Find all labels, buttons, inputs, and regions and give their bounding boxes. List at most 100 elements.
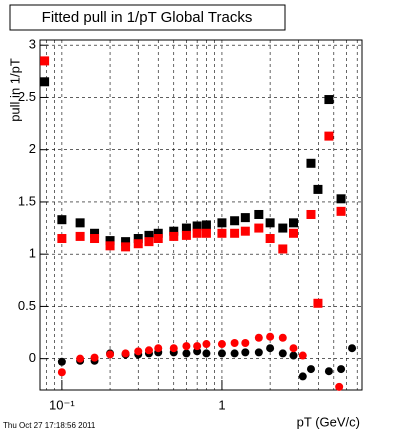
marker (230, 349, 239, 358)
marker (193, 342, 202, 351)
marker (217, 340, 226, 349)
marker (298, 372, 307, 381)
plot-frame (39, 39, 363, 391)
marker (254, 223, 264, 233)
marker (133, 234, 143, 244)
marker (201, 220, 211, 230)
marker (241, 338, 250, 347)
marker (169, 231, 179, 241)
marker (90, 228, 100, 238)
marker (266, 344, 275, 353)
marker (289, 344, 298, 353)
title-box (9, 4, 286, 31)
marker (254, 333, 263, 342)
marker (217, 218, 227, 228)
x-tick-label: 1 (218, 397, 225, 412)
y-tick-label: 3 (29, 37, 36, 52)
marker (202, 349, 211, 358)
marker (254, 209, 264, 219)
marker (313, 184, 323, 194)
marker (202, 340, 211, 349)
marker (348, 344, 357, 353)
marker (306, 158, 316, 168)
marker (306, 365, 315, 374)
marker (106, 350, 115, 359)
marker (57, 215, 67, 225)
y-tick-label: 2 (29, 141, 36, 156)
marker (153, 228, 163, 238)
marker (217, 349, 226, 358)
timestamp: Thu Oct 27 17:18:56 2011 (3, 421, 96, 430)
marker (181, 223, 191, 233)
chart-title: Fitted pull in 1/pT Global Tracks (42, 9, 253, 26)
marker (335, 382, 344, 391)
marker (121, 349, 130, 358)
marker (324, 131, 334, 141)
marker (105, 236, 115, 246)
marker (240, 213, 250, 223)
marker (298, 351, 307, 360)
marker (169, 344, 178, 353)
marker (144, 230, 154, 240)
y-tick-label: 1.5 (18, 193, 36, 208)
y-tick-label: 2.5 (18, 89, 36, 104)
marker (324, 367, 333, 376)
marker (289, 228, 299, 238)
marker (241, 348, 250, 357)
marker (40, 77, 50, 87)
marker (75, 231, 85, 241)
marker (121, 237, 131, 247)
marker (121, 242, 131, 252)
marker (336, 194, 346, 204)
marker (192, 228, 202, 238)
y-tick-label: 0.5 (18, 298, 36, 313)
marker (144, 237, 154, 247)
marker (265, 234, 275, 244)
marker (278, 244, 288, 254)
marker (90, 353, 99, 362)
marker (154, 344, 163, 353)
marker (40, 56, 50, 66)
marker (182, 349, 191, 358)
marker (134, 347, 143, 356)
marker (230, 228, 240, 238)
marker (201, 228, 211, 238)
marker (169, 226, 179, 236)
marker (230, 216, 240, 226)
marker (217, 228, 227, 238)
x-tick-label: 10⁻¹ (49, 397, 75, 412)
marker (230, 338, 239, 347)
marker (57, 368, 66, 377)
marker (153, 234, 163, 244)
y-tick-label: 1 (29, 246, 36, 261)
marker (57, 234, 67, 244)
marker (254, 348, 263, 357)
y-axis-label: pull in 1/pT (7, 58, 22, 122)
marker (57, 357, 66, 366)
marker (105, 241, 115, 251)
marker (182, 342, 191, 351)
marker (240, 226, 250, 236)
marker (76, 354, 85, 363)
x-axis-label: pT (GeV/c) (297, 414, 360, 429)
marker (75, 218, 85, 228)
marker (192, 221, 202, 231)
marker (144, 346, 153, 355)
y-tick-label: 0 (29, 350, 36, 365)
marker (337, 365, 346, 374)
marker (306, 209, 316, 219)
marker (324, 95, 334, 105)
marker (278, 349, 287, 358)
marker (90, 234, 100, 244)
marker (278, 223, 288, 233)
marker (133, 239, 143, 249)
marker (289, 351, 298, 360)
marker (289, 218, 299, 228)
marker (181, 230, 191, 240)
marker (265, 218, 275, 228)
marker (336, 206, 346, 216)
marker (313, 298, 323, 308)
marker (278, 333, 287, 342)
marker (266, 332, 275, 341)
